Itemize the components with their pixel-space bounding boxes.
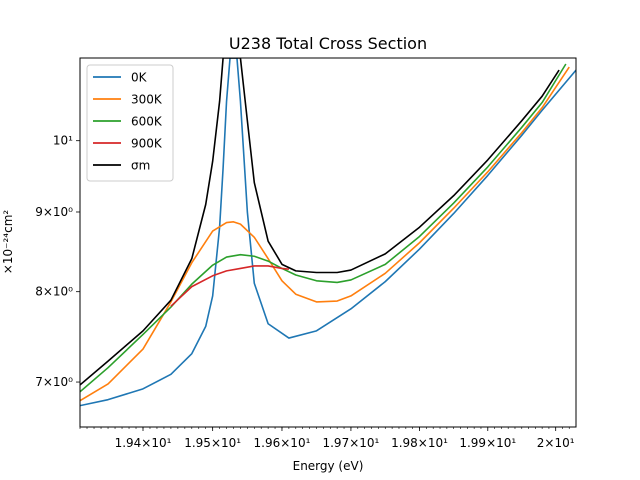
legend-label-3: 900K — [131, 137, 163, 151]
x-tick-label-3: 1.97×10¹ — [322, 436, 379, 450]
y-tick-label-1: 8×10⁰ — [35, 285, 73, 299]
series-line-3 — [170, 265, 289, 307]
legend-label-2: 600K — [131, 115, 163, 129]
plot-frame — [79, 57, 577, 428]
x-tick-label-4: 1.98×10¹ — [391, 436, 448, 450]
series-line-0 — [80, 58, 576, 407]
legend: 0K 300K 600K 900K σm — [86, 64, 174, 182]
x-tick-label-2: 1.96×10¹ — [254, 436, 311, 450]
legend-label-4: σm — [131, 159, 150, 173]
y-tick-label-2: 9×10⁰ — [35, 205, 73, 219]
chart-title: U238 Total Cross Section — [229, 34, 427, 53]
y-axis-label: ×10⁻²⁴cm² — [1, 210, 15, 275]
y-tick-label-0: 7×10⁰ — [35, 375, 73, 389]
legend-label-1: 300K — [131, 93, 163, 107]
legend-box — [86, 64, 174, 182]
y-tick-label-3: 10¹ — [53, 134, 73, 148]
series-line-4 — [80, 58, 560, 386]
series-line-1 — [80, 66, 570, 402]
legend-label-0: 0K — [131, 71, 148, 85]
x-tick-label-6: 2×10¹ — [537, 436, 575, 450]
x-tick-label-5: 1.99×10¹ — [459, 436, 516, 450]
x-tick-label-1: 1.95×10¹ — [184, 436, 241, 450]
x-tick-label-0: 1.94×10¹ — [115, 436, 172, 450]
x-axis-label: Energy (eV) — [293, 459, 364, 473]
